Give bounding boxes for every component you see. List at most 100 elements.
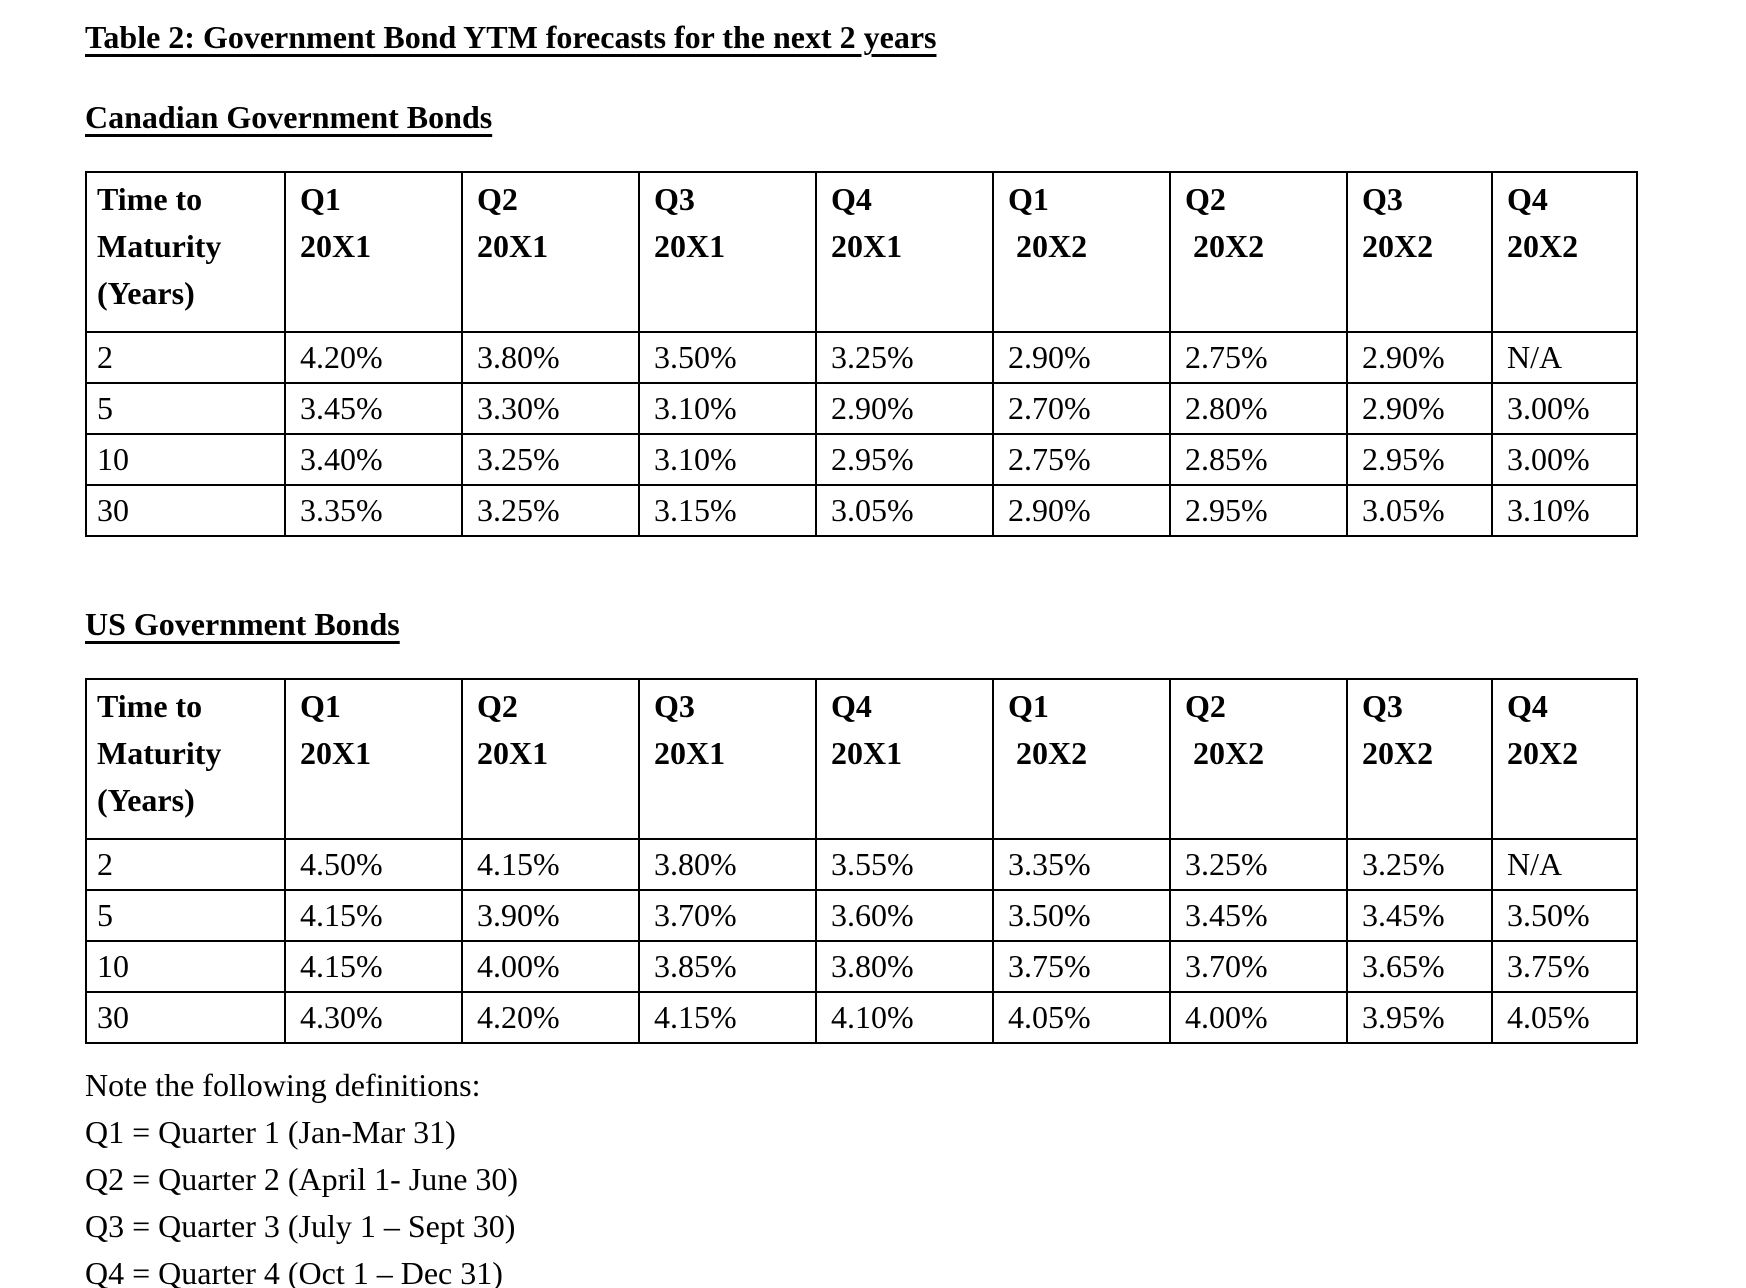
column-header: Time to Maturity (Years) [85,171,286,333]
column-header: Q1 20X2 [992,171,1171,333]
ytm-value-cell: 3.45% [284,382,463,435]
definitions-notes: Note the following definitions: Q1 = Qua… [85,1062,1746,1288]
ytm-value-cell: 3.00% [1491,433,1638,486]
ytm-value-cell: 3.05% [815,484,994,537]
maturity-cell: 2 [85,838,286,891]
column-header-line: 20X1 [300,228,372,264]
ytm-value-cell: 3.25% [461,484,640,537]
column-header: Q3 20X2 [1346,678,1493,840]
ytm-value-cell: 3.25% [1169,838,1348,891]
ytm-value-cell: 3.25% [461,433,640,486]
canadian-bonds-table: Time to Maturity (Years) Q1 20X1 Q2 20X1 Q3 20X1… [85,171,1638,537]
ytm-value-cell: 3.50% [638,331,817,384]
ytm-value-cell: 3.00% [1491,382,1638,435]
column-header-line: Q4 [1507,688,1548,724]
table-row: 30 3.35% 3.25% 3.15% 3.05% 2.90% 2.95% 3.05% 3.1… [85,484,1638,537]
us-bonds-heading: US Government Bonds [85,606,400,642]
column-header-line: Time to [97,181,203,217]
column-header-line: 20X2 [1507,735,1579,771]
canadian-bonds-heading: Canadian Government Bonds [85,99,493,135]
column-header-line: Q3 [654,688,695,724]
column-header-line: Q3 [1362,688,1403,724]
ytm-value-cell: 2.90% [1346,331,1493,384]
note-q2-definition: Q2 = Quarter 2 (April 1- June 30) [85,1161,519,1197]
ytm-value-cell: 4.15% [284,940,463,993]
ytm-value-cell: 3.60% [815,889,994,942]
column-header-line: Q3 [1362,181,1403,217]
table-row: 2 4.50% 4.15% 3.80% 3.55% 3.35% 3.25% 3.25% N/A [85,838,1638,891]
ytm-value-cell: 2.90% [815,382,994,435]
table-row: 5 4.15% 3.90% 3.70% 3.60% 3.50% 3.45% 3.45% 3.50… [85,889,1638,942]
ytm-value-cell: 2.95% [815,433,994,486]
column-header: Q2 20X1 [461,171,640,333]
ytm-value-cell: 3.15% [638,484,817,537]
column-header-line: 20X2 [1185,735,1265,771]
table-row: 5 3.45% 3.30% 3.10% 2.90% 2.70% 2.80% 2.90% 3.00… [85,382,1638,435]
ytm-value-cell: 3.45% [1169,889,1348,942]
column-header: Q4 20X1 [815,171,994,333]
ytm-value-cell: 2.80% [1169,382,1348,435]
table-row: 2 4.20% 3.80% 3.50% 3.25% 2.90% 2.75% 2.90% N/A [85,331,1638,384]
column-header: Q2 20X2 [1169,171,1348,333]
column-header-line: 20X2 [1185,228,1265,264]
column-header: Q4 20X2 [1491,678,1638,840]
maturity-cell: 10 [85,433,286,486]
column-header-line: 20X1 [654,228,726,264]
ytm-value-cell: 4.10% [815,991,994,1044]
ytm-value-cell: 2.75% [1169,331,1348,384]
ytm-value-cell: 3.05% [1346,484,1493,537]
column-header-line: 20X1 [831,735,903,771]
column-header: Q3 20X1 [638,678,817,840]
ytm-value-cell: 3.85% [638,940,817,993]
ytm-value-cell: N/A [1491,838,1638,891]
ytm-value-cell: 2.90% [992,331,1171,384]
column-header-line: Q1 [1008,181,1049,217]
ytm-value-cell: 2.95% [1169,484,1348,537]
ytm-value-cell: 3.70% [1169,940,1348,993]
ytm-value-cell: N/A [1491,331,1638,384]
ytm-value-cell: 3.55% [815,838,994,891]
column-header-line: Q4 [831,181,872,217]
document-title: Table 2: Government Bond YTM forecasts f… [85,19,937,55]
column-header-line: Q4 [1507,181,1548,217]
ytm-value-cell: 3.35% [284,484,463,537]
note-q1-definition: Q1 = Quarter 1 (Jan-Mar 31) [85,1114,456,1150]
header-row: Time to Maturity (Years) Q1 20X1 Q2 20X1 Q3 20X1… [85,678,1638,840]
column-header: Q1 20X1 [284,678,463,840]
maturity-cell: 30 [85,991,286,1044]
maturity-cell: 10 [85,940,286,993]
maturity-cell: 5 [85,382,286,435]
ytm-value-cell: 3.80% [461,331,640,384]
ytm-value-cell: 2.85% [1169,433,1348,486]
column-header-line: Maturity [97,228,222,264]
us-bonds-table: Time to Maturity (Years) Q1 20X1 Q2 20X1 Q3 20X1… [85,678,1638,1044]
ytm-value-cell: 2.90% [992,484,1171,537]
ytm-value-cell: 4.30% [284,991,463,1044]
table-row: 30 4.30% 4.20% 4.15% 4.10% 4.05% 4.00% 3.95% 4.0… [85,991,1638,1044]
ytm-value-cell: 2.70% [992,382,1171,435]
ytm-value-cell: 3.80% [815,940,994,993]
ytm-value-cell: 3.75% [1491,940,1638,993]
column-header-line: 20X1 [654,735,726,771]
ytm-value-cell: 3.90% [461,889,640,942]
ytm-value-cell: 3.80% [638,838,817,891]
ytm-value-cell: 3.30% [461,382,640,435]
column-header-line: Q2 [477,181,518,217]
ytm-value-cell: 4.50% [284,838,463,891]
column-header-line: Q1 [300,688,341,724]
ytm-value-cell: 3.70% [638,889,817,942]
ytm-value-cell: 3.45% [1346,889,1493,942]
ytm-value-cell: 3.75% [992,940,1171,993]
ytm-value-cell: 4.15% [638,991,817,1044]
ytm-value-cell: 2.90% [1346,382,1493,435]
ytm-value-cell: 3.65% [1346,940,1493,993]
column-header: Q3 20X2 [1346,171,1493,333]
maturity-cell: 30 [85,484,286,537]
ytm-value-cell: 2.75% [992,433,1171,486]
header-row: Time to Maturity (Years) Q1 20X1 Q2 20X1 Q3 20X1… [85,171,1638,333]
ytm-value-cell: 3.95% [1346,991,1493,1044]
column-header-line: Q4 [831,688,872,724]
column-header-line: 20X1 [831,228,903,264]
ytm-value-cell: 4.20% [284,331,463,384]
